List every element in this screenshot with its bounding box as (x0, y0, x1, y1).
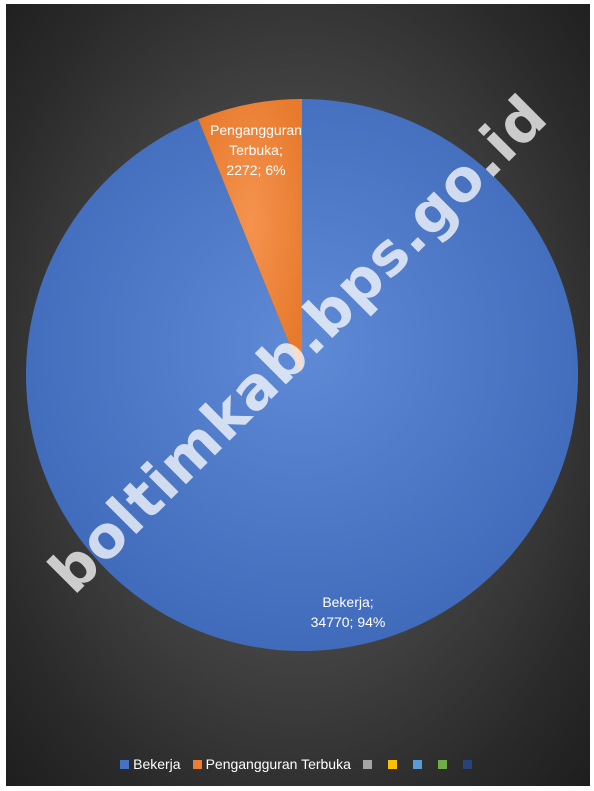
legend: Bekerja Pengangguran Terbuka (6, 754, 590, 774)
data-label-pengangguran-line2: Terbuka; (229, 142, 283, 158)
chart-area: Pengangguran Terbuka; 2272; 6% Bekerja; … (6, 4, 590, 786)
data-label-pengangguran: Pengangguran Terbuka; 2272; 6% (192, 120, 320, 180)
legend-swatch (412, 759, 422, 769)
legend-entry (362, 759, 376, 769)
legend-entry (412, 759, 426, 769)
legend-swatch (462, 759, 472, 769)
pie-slice-pengangguran-terbuka (198, 99, 302, 375)
legend-entry: Bekerja (120, 756, 181, 772)
pie-slice-bekerja (25, 99, 578, 651)
legend-label: Bekerja (133, 756, 181, 772)
legend-swatch (192, 759, 202, 769)
legend-entry (437, 759, 451, 769)
pie-chart (25, 99, 578, 651)
data-label-pengangguran-line3: 2272; 6% (226, 162, 286, 178)
legend-swatch (362, 759, 372, 769)
legend-swatch (387, 759, 397, 769)
legend-label: Pengangguran Terbuka (205, 756, 351, 772)
data-label-pengangguran-line1: Pengangguran (210, 122, 302, 138)
legend-entry (462, 759, 476, 769)
data-label-bekerja-line1: Bekerja; (322, 594, 374, 610)
data-label-bekerja: Bekerja; 34770; 94% (288, 592, 408, 632)
data-label-bekerja-line2: 34770; 94% (310, 614, 386, 630)
legend-entry: Pengangguran Terbuka (192, 756, 351, 772)
legend-entry (387, 759, 401, 769)
legend-swatch (437, 759, 447, 769)
legend-swatch (120, 759, 130, 769)
